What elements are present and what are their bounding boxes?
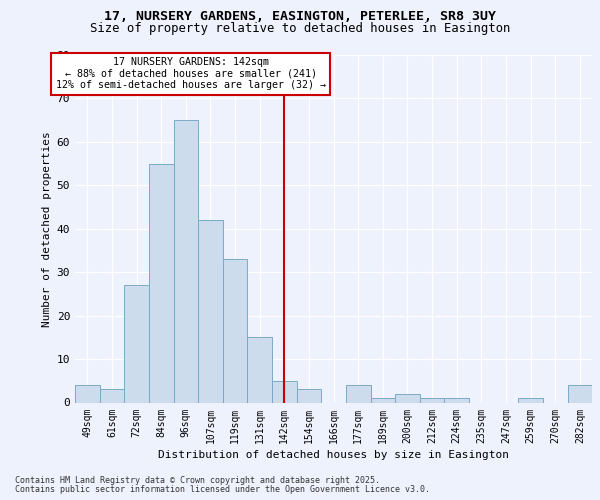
X-axis label: Distribution of detached houses by size in Easington: Distribution of detached houses by size … [158,450,509,460]
Bar [445,398,469,402]
Bar [198,220,223,402]
Text: Size of property relative to detached houses in Easington: Size of property relative to detached ho… [90,22,510,35]
Bar [173,120,198,403]
Bar [272,381,296,402]
Bar [371,398,395,402]
Bar [100,390,124,402]
Text: Contains public sector information licensed under the Open Government Licence v3: Contains public sector information licen… [15,485,430,494]
Text: Contains HM Land Registry data © Crown copyright and database right 2025.: Contains HM Land Registry data © Crown c… [15,476,380,485]
Bar [149,164,173,402]
Bar [223,259,247,402]
Bar [296,390,321,402]
Bar [247,338,272,402]
Bar [518,398,543,402]
Bar [346,385,371,402]
Bar [568,385,592,402]
Bar [124,285,149,403]
Y-axis label: Number of detached properties: Number of detached properties [43,131,52,326]
Bar [395,394,420,402]
Bar [75,385,100,402]
Text: 17 NURSERY GARDENS: 142sqm
← 88% of detached houses are smaller (241)
12% of sem: 17 NURSERY GARDENS: 142sqm ← 88% of deta… [56,57,326,90]
Text: 17, NURSERY GARDENS, EASINGTON, PETERLEE, SR8 3UY: 17, NURSERY GARDENS, EASINGTON, PETERLEE… [104,10,496,23]
Bar [420,398,445,402]
